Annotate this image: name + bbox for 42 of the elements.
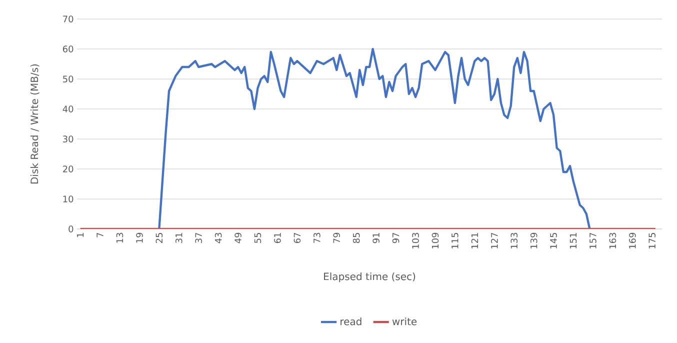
x-tick-label: 145 (550, 232, 557, 248)
x-tick-label: 157 (590, 232, 596, 248)
x-tick-label: 43 (214, 232, 222, 244)
y-tick-label: 40 (62, 106, 74, 112)
x-tick-label: 55 (254, 232, 262, 243)
y-tick-label: 20 (63, 166, 74, 172)
y-tick-label: 60 (62, 46, 74, 52)
x-tick-label: 85 (352, 232, 360, 244)
y-tick-label: 0 (68, 226, 74, 232)
y-tick-label: 10 (63, 196, 74, 202)
x-tick-label: 97 (392, 232, 400, 244)
y-tick-label: 70 (63, 16, 74, 22)
x-tick-label: 7 (96, 232, 104, 238)
x-tick-label: 175 (648, 232, 656, 248)
x-tick-label: 133 (510, 232, 518, 248)
x-tick-label: 139 (530, 232, 538, 248)
x-axis-title: Elapsed time (sec) (324, 272, 416, 282)
y-tick-label: 50 (63, 76, 74, 82)
y-tick-label: 30 (63, 136, 74, 142)
x-tick-label: 103 (412, 232, 419, 248)
x-tick-label: 49 (234, 232, 242, 244)
x-tick-label: 1 (77, 233, 84, 237)
x-tick-label: 115 (452, 232, 458, 248)
x-tick-label: 169 (629, 232, 636, 248)
x-tick-label: 91 (372, 233, 380, 244)
legend-label: write (392, 318, 417, 326)
x-tick-label: 109 (432, 232, 439, 248)
x-tick-label: 31 (175, 233, 182, 243)
x-tick-label: 37 (195, 232, 202, 243)
x-tick-label: 163 (609, 232, 616, 248)
x-tick-label: 127 (491, 232, 498, 248)
x-tick-label: 19 (136, 232, 143, 243)
x-tick-label: 25 (156, 232, 163, 243)
x-tick-label: 73 (314, 232, 320, 243)
x-tick-label: 79 (333, 232, 340, 243)
x-tick-label: 121 (471, 233, 478, 248)
x-tick-label: 61 (274, 233, 281, 244)
x-tick-label: 67 (294, 232, 301, 244)
legend-label: read (340, 318, 362, 326)
y-axis-title: Disk Read / Write (MB/s) (30, 64, 40, 184)
x-tick-label: 13 (116, 232, 124, 243)
x-tick-label: 151 (570, 233, 577, 248)
